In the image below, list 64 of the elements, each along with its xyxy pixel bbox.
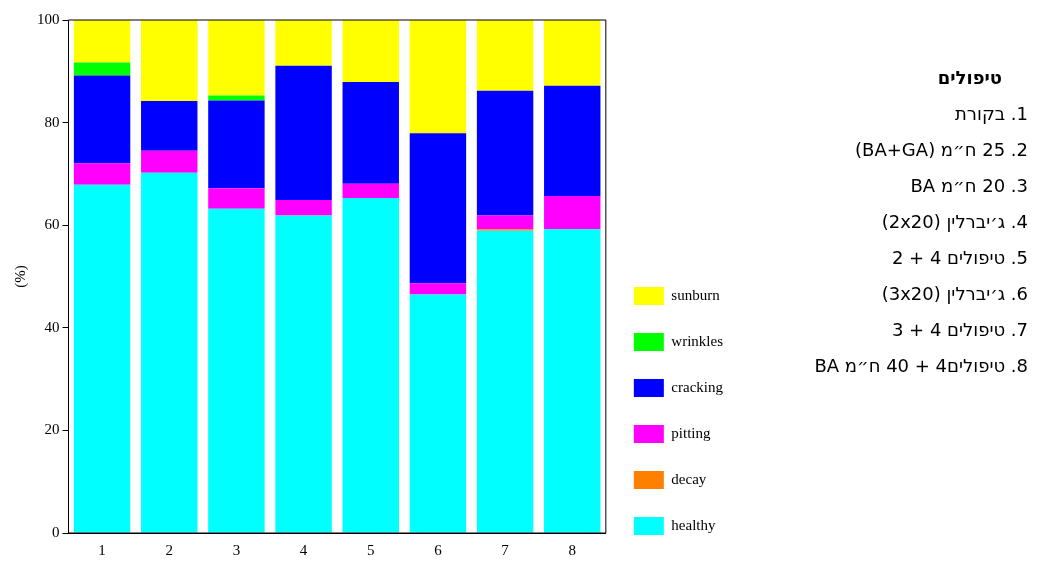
x-tick-label: 6 (434, 541, 443, 558)
legend-label: healthy (671, 516, 716, 533)
bar (275, 65, 332, 201)
x-tick-label: 4 (299, 541, 308, 558)
legend-label: cracking (671, 378, 724, 395)
legend-label: decay (671, 470, 707, 487)
y-tick-label: 40 (44, 318, 60, 335)
text: טיפולים (936, 66, 1003, 90)
bar (476, 20, 534, 91)
y-axis-title: (%) (11, 265, 29, 288)
bar (73, 62, 131, 76)
bar (208, 188, 265, 209)
bar (141, 150, 198, 173)
bar (275, 215, 332, 533)
text: 5. טיפולים 4 + 2 (890, 246, 1028, 270)
x-tick-label: 3 (232, 541, 241, 558)
bar (73, 163, 131, 185)
bar (409, 133, 467, 284)
y-tick-label: 80 (44, 113, 60, 130)
bar (476, 230, 534, 533)
bar (208, 95, 265, 101)
bar (342, 183, 399, 199)
bar (544, 20, 601, 86)
text: 7. טיפולים 4 + 3 (890, 318, 1028, 342)
x-tick-label: 1 (98, 541, 106, 558)
y-tick-label: 60 (44, 216, 60, 233)
bar (409, 294, 467, 533)
x-tick-label: 8 (568, 541, 577, 558)
text: 6. ג׳יברלין (3x20) (880, 282, 1028, 306)
text: 8. טיפולים4 + 40 ח״מ BA (813, 354, 1028, 378)
bar (208, 208, 265, 533)
y-tick-label: 0 (52, 523, 60, 540)
bar (544, 229, 601, 533)
bar (208, 20, 265, 96)
bar (409, 20, 467, 134)
bar (409, 283, 467, 295)
legend-label: wrinkles (671, 332, 724, 349)
text: 4. ג׳יברלין (2x20) (880, 210, 1028, 234)
x-tick-label: 5 (367, 541, 375, 558)
text: 3. 20 ח״מ BA (909, 174, 1028, 198)
legend-label: sunburn (671, 286, 721, 303)
bar (275, 200, 332, 216)
x-tick-label: 2 (165, 541, 173, 558)
y-tick-label: 20 (44, 421, 60, 438)
text: 1. בקורת (954, 102, 1028, 126)
bar (275, 20, 332, 66)
bar (73, 20, 131, 63)
bar (73, 75, 131, 164)
bar (141, 172, 198, 533)
bar (342, 20, 399, 83)
y-tick-label: 100 (37, 10, 60, 27)
bar (141, 101, 198, 151)
bar (141, 20, 198, 102)
bar (544, 195, 601, 230)
legend-label: pitting (671, 424, 712, 441)
bar (208, 100, 265, 189)
bar (342, 82, 399, 184)
text: 2. 25 ח״מ (BA+GA) (854, 138, 1028, 162)
x-tick-label: 7 (501, 541, 510, 558)
bar (342, 198, 399, 533)
bar (476, 90, 534, 216)
bar (544, 85, 601, 196)
bar (73, 184, 131, 533)
bar (476, 215, 534, 230)
